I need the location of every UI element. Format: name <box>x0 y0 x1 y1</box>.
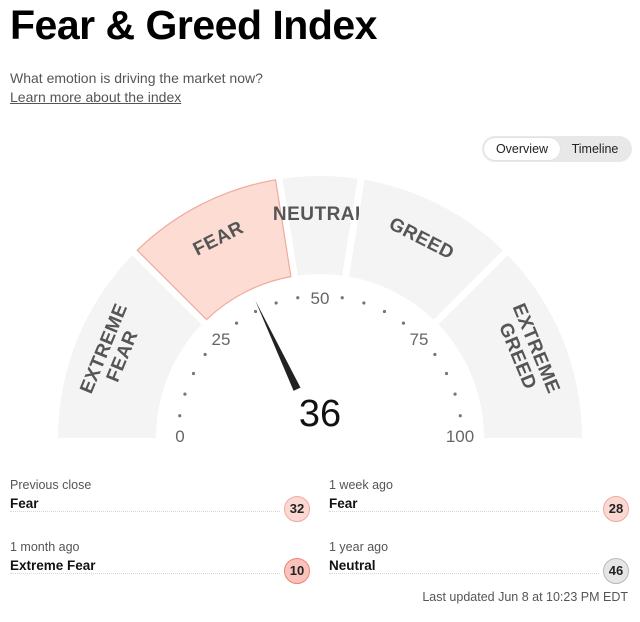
history-1-year-ago: 1 year ago Neutral 46 <box>329 540 629 588</box>
gauge-tick-dot <box>401 321 406 325</box>
history-label: 1 week ago <box>329 478 393 492</box>
gauge-segment-label-line: NEUTRAL <box>273 204 367 225</box>
gauge-tick-dot <box>458 414 462 418</box>
dotted-divider <box>10 511 280 512</box>
gauge-tick-dot <box>183 392 187 396</box>
history-1-week-ago: 1 week ago Fear 28 <box>329 478 629 526</box>
page-title: Fear & Greed Index <box>10 2 377 48</box>
overview-tab[interactable]: Overview <box>484 138 560 160</box>
gauge-tick-dot <box>191 371 196 376</box>
learn-more-link[interactable]: Learn more about the index <box>10 89 182 105</box>
history-score-badge: 46 <box>603 558 629 584</box>
gauge-tick-dot <box>340 296 344 300</box>
gauge-tick-dot <box>296 296 300 300</box>
gauge-tick-dot <box>253 309 258 314</box>
history-label: 1 month ago <box>10 540 80 554</box>
gauge-current-value: 36 <box>299 393 341 435</box>
dotted-divider <box>329 511 599 512</box>
history-score-badge: 32 <box>284 496 310 522</box>
page-subtitle: What emotion is driving the market now? <box>10 70 263 86</box>
history-rating: Neutral <box>329 558 376 573</box>
gauge-tick-dot <box>274 301 278 305</box>
gauge-needle <box>255 300 309 408</box>
gauge-segment-fear <box>136 179 292 321</box>
gauge-scale-label: 75 <box>410 330 429 349</box>
gauge-tick-dot <box>444 371 449 376</box>
view-toggle: Overview Timeline <box>482 136 632 162</box>
history-label: Previous close <box>10 478 92 492</box>
dotted-divider <box>10 573 280 574</box>
timeline-tab[interactable]: Timeline <box>571 142 619 156</box>
gauge-tick-dot <box>178 414 182 418</box>
history-score-badge: 10 <box>284 558 310 584</box>
gauge-segment-greed <box>349 179 503 320</box>
gauge-tick-dot <box>234 321 239 325</box>
gauge-tick-dot <box>362 301 366 305</box>
history-label: 1 year ago <box>329 540 389 554</box>
gauge-tick-dot <box>433 352 437 357</box>
gauge-segment-extreme-fear <box>58 255 202 438</box>
gauge-center-hub <box>266 384 374 438</box>
gauge-scale-label: 50 <box>311 289 330 308</box>
history-rating: Fear <box>329 496 358 511</box>
gauge-scale-label: 100 <box>446 427 474 446</box>
gauge-tick-dot <box>203 352 207 357</box>
history-previous-close: Previous close Fear 32 <box>10 478 310 526</box>
gauge-segment-neutral <box>282 176 358 276</box>
gauge-tick-dot <box>382 309 387 314</box>
history-1-month-ago: 1 month ago Extreme Fear 10 <box>10 540 310 588</box>
gauge-inner-dial <box>164 282 476 438</box>
history-rating: Extreme Fear <box>10 558 96 573</box>
gauge-segment-label: NEUTRAL <box>273 204 367 225</box>
gauge-segment-extreme-greed <box>438 255 582 438</box>
dotted-divider <box>329 573 599 574</box>
gauge-scale-label: 0 <box>175 427 184 446</box>
history-rating: Fear <box>10 496 39 511</box>
last-updated-text: Last updated Jun 8 at 10:23 PM EDT <box>422 590 628 604</box>
history-score-badge: 28 <box>603 496 629 522</box>
gauge-scale-label: 25 <box>212 330 231 349</box>
gauge-tick-dot <box>453 392 457 396</box>
